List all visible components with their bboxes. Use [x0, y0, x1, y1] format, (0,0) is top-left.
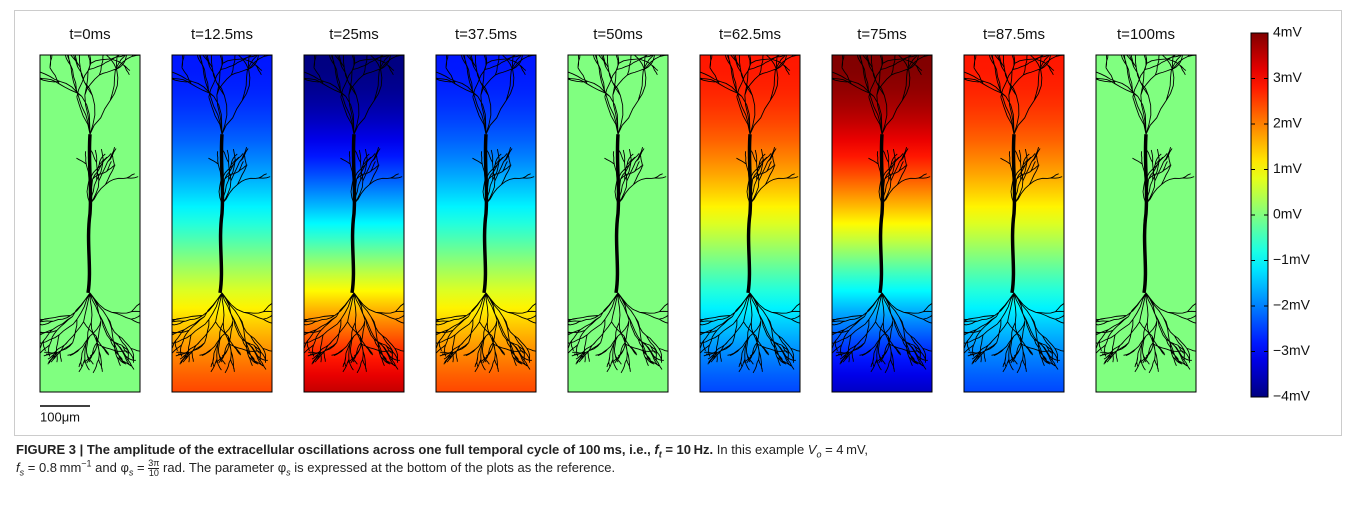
caption-math: o: [816, 449, 822, 460]
caption-math: f: [654, 442, 659, 457]
caption-math: 10: [148, 468, 159, 479]
panel-label: t=0ms: [69, 26, 110, 43]
panel-label: t=25ms: [329, 26, 379, 43]
colorbar-label: 2mV: [1273, 115, 1302, 131]
caption-text: and φ: [91, 460, 129, 475]
panel-label: t=75ms: [857, 26, 907, 43]
colorbar-label: −1mV: [1273, 251, 1311, 267]
panel-label: t=87.5ms: [983, 26, 1045, 43]
caption-math: f: [16, 460, 20, 475]
caption-math: s: [286, 467, 291, 478]
colorbar-label: −4mV: [1273, 388, 1311, 404]
caption-math: s: [128, 467, 134, 478]
scale-bar-label: 100μm: [40, 409, 80, 424]
figure-plot: t=0ms t=12.5ms t=25ms t=37.5ms t=50ms t=62.5m…: [39, 24, 1311, 424]
caption: FIGURE 3 | The amplitude of the extracel…: [16, 441, 1336, 478]
figure-frame: [14, 10, 1342, 436]
colorbar-label: 3mV: [1273, 69, 1302, 85]
colorbar-label: −2mV: [1273, 297, 1311, 313]
caption-text: is expressed at the bottom of the plots …: [290, 460, 616, 475]
colorbar-label: −3mV: [1273, 342, 1311, 358]
panel-label: t=12.5ms: [191, 26, 253, 43]
caption-math: V: [807, 442, 817, 457]
colorbar-label: 0mV: [1273, 206, 1302, 222]
caption-math: s: [19, 467, 25, 478]
panel-label: t=50ms: [593, 26, 643, 43]
caption-text: rad. The parameter φ: [159, 460, 287, 475]
panel-label: t=62.5ms: [719, 26, 781, 43]
caption-text: = 0.8 mm: [24, 460, 82, 475]
caption-text: =: [133, 460, 149, 475]
caption-text: In this example: [713, 442, 808, 457]
caption-text: = 10 Hz.: [661, 442, 714, 457]
caption-text: FIGURE 3 | The amplitude of the extracel…: [16, 442, 655, 457]
caption-fraction: 3π 10: [148, 458, 160, 479]
caption-math: −1: [81, 458, 92, 469]
panel-label: t=37.5ms: [455, 26, 517, 43]
caption-title: FIGURE 3 | The amplitude of the extracel…: [16, 442, 714, 460]
colorbar-label: 1mV: [1273, 160, 1302, 176]
caption-text: = 4 mV,: [821, 442, 869, 457]
caption-math: 3π: [148, 458, 160, 470]
caption-math: t: [658, 449, 662, 460]
colorbar-label: 4mV: [1273, 24, 1302, 40]
panel-label: t=100ms: [1117, 26, 1175, 43]
